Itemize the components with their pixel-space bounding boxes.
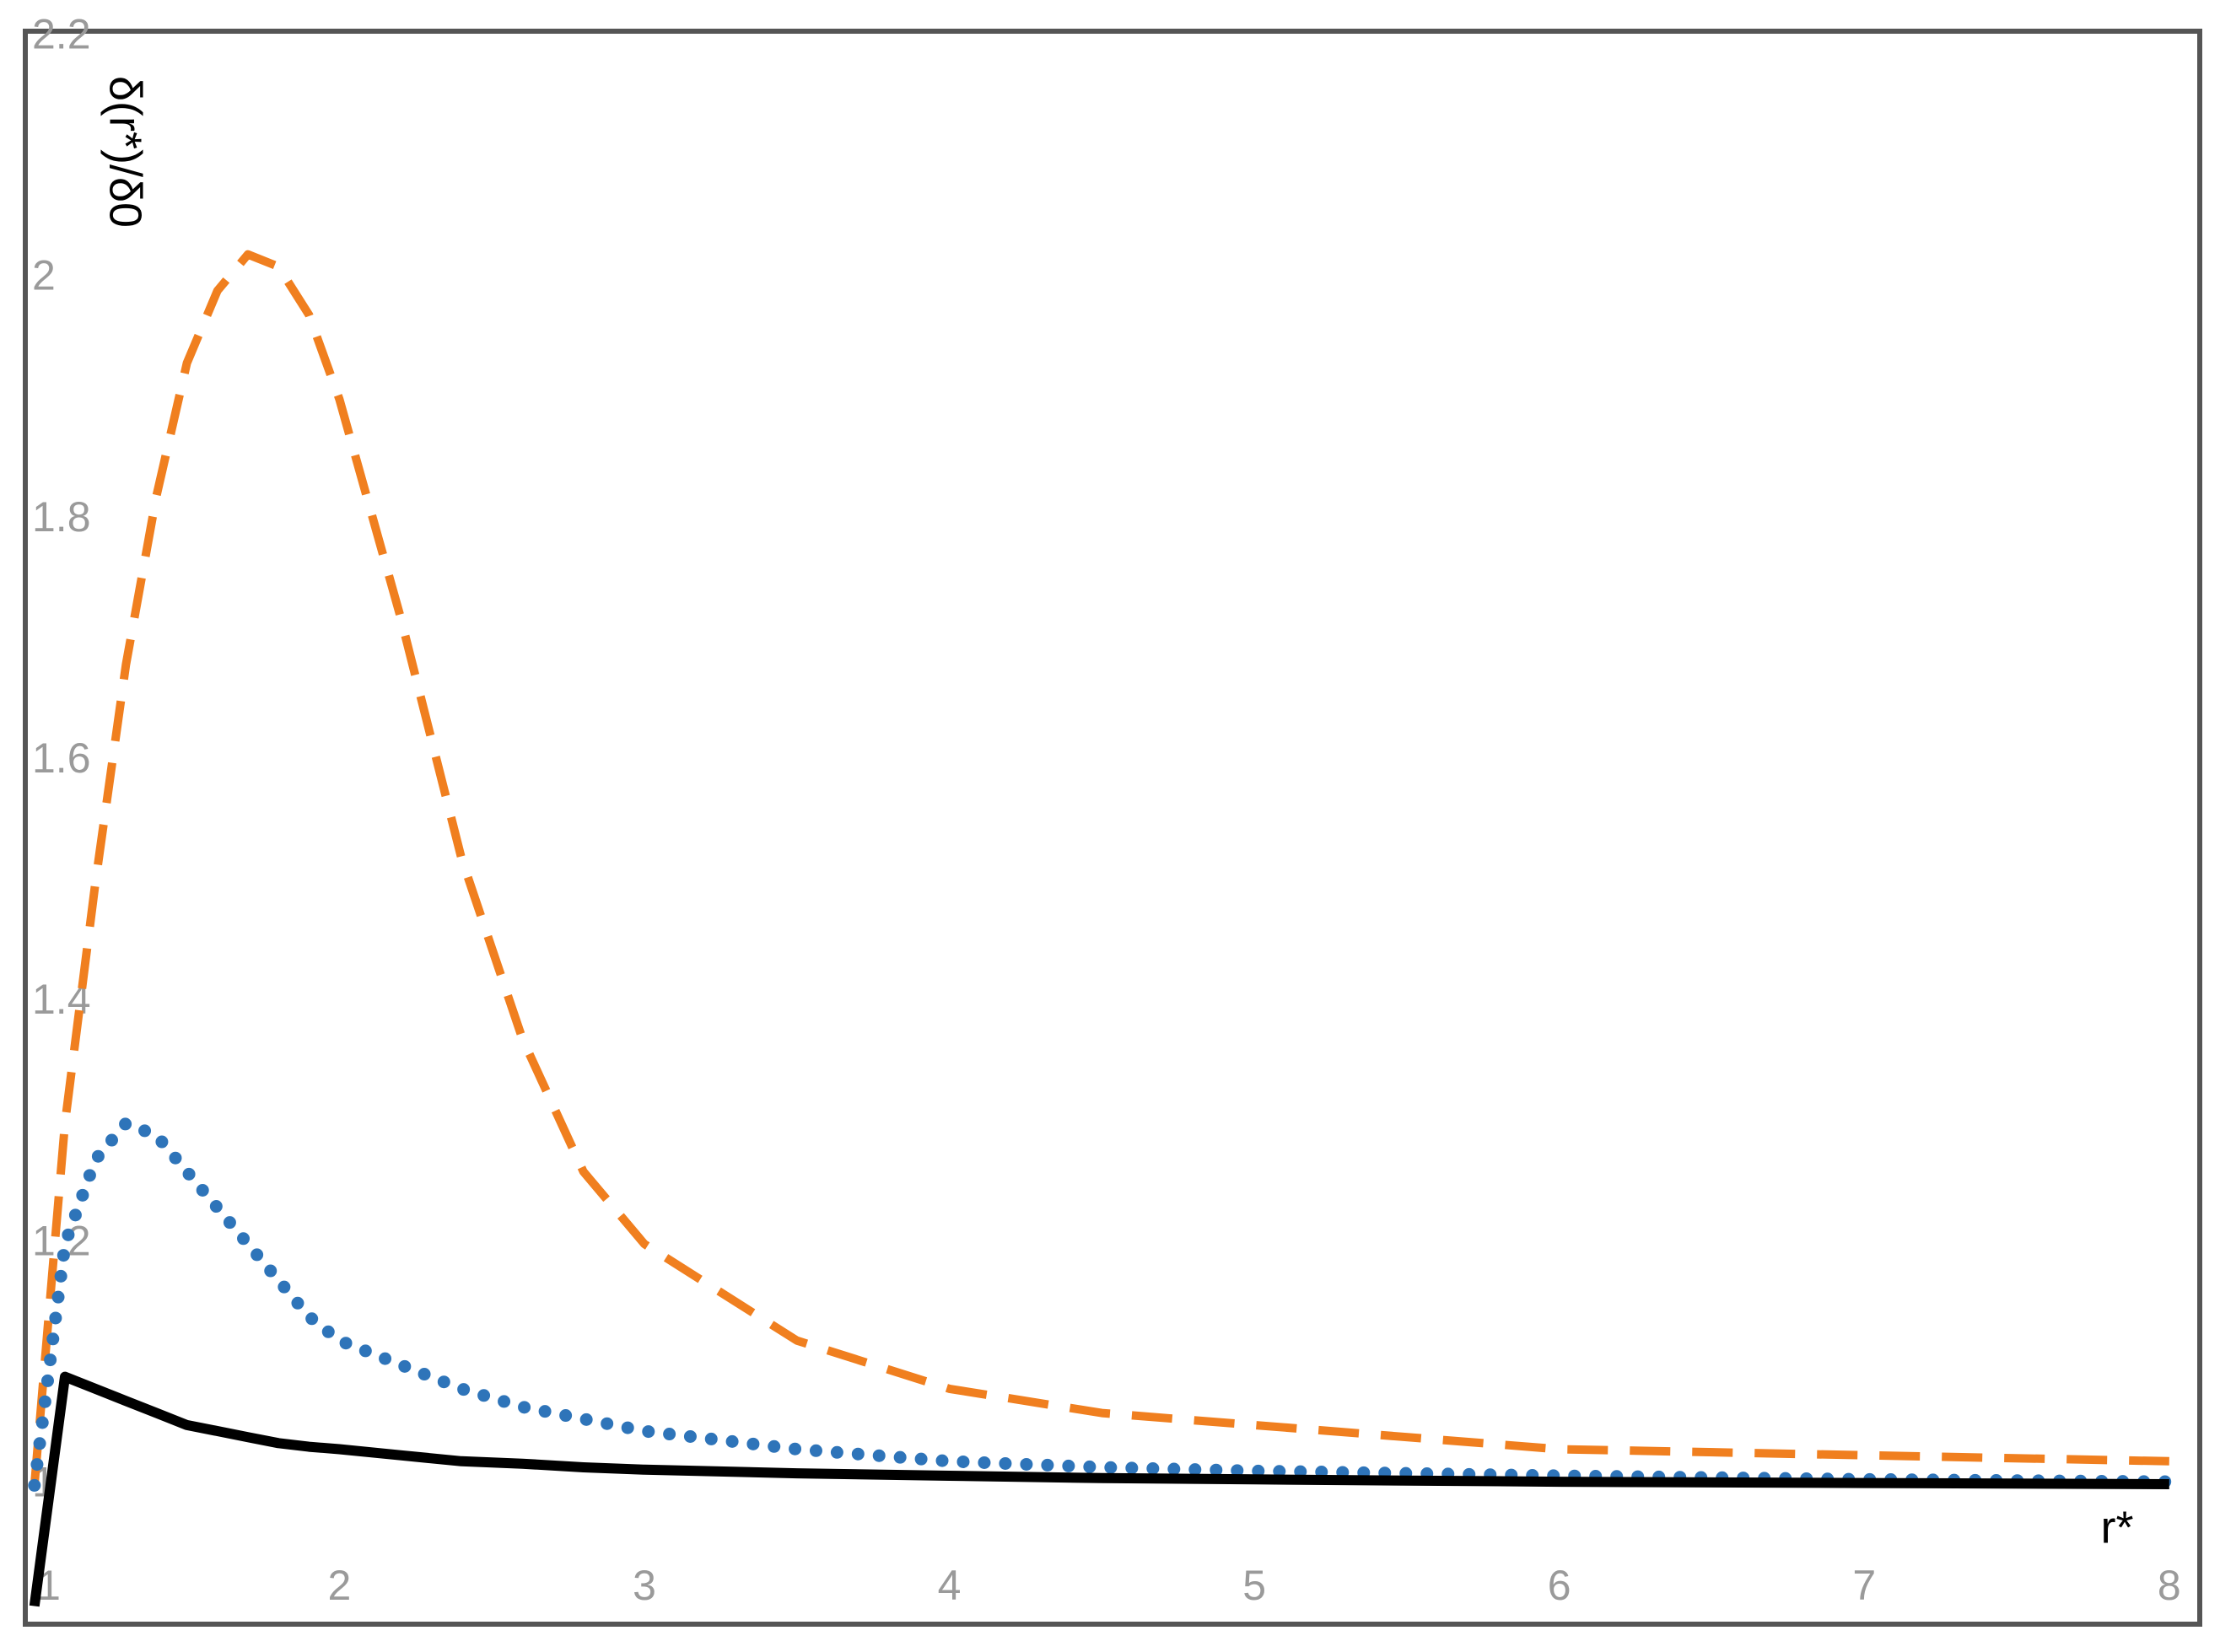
plot-frame bbox=[23, 29, 2202, 1627]
y-tick-label: 2 bbox=[32, 252, 56, 299]
x-tick-label: 2 bbox=[328, 1562, 352, 1609]
series-line bbox=[29, 1371, 2169, 1607]
x-tick-label: 5 bbox=[1242, 1562, 1266, 1609]
y-tick-label: 2.2 bbox=[32, 10, 91, 57]
x-tick-label: 7 bbox=[1852, 1562, 1876, 1609]
y-tick-label: 1.8 bbox=[32, 493, 91, 541]
series-line bbox=[30, 250, 2169, 1486]
y-axis-label: δ(r*)/δ0 bbox=[100, 76, 151, 228]
x-tick-label: 4 bbox=[938, 1562, 962, 1609]
series-line bbox=[28, 1117, 2176, 1492]
y-tick-label: 1.6 bbox=[32, 735, 91, 782]
x-axis-label: r* bbox=[2101, 1502, 2134, 1552]
x-tick-label: 8 bbox=[2158, 1562, 2181, 1609]
x-tick-label: 3 bbox=[633, 1562, 656, 1609]
x-tick-label: 6 bbox=[1548, 1562, 1571, 1609]
